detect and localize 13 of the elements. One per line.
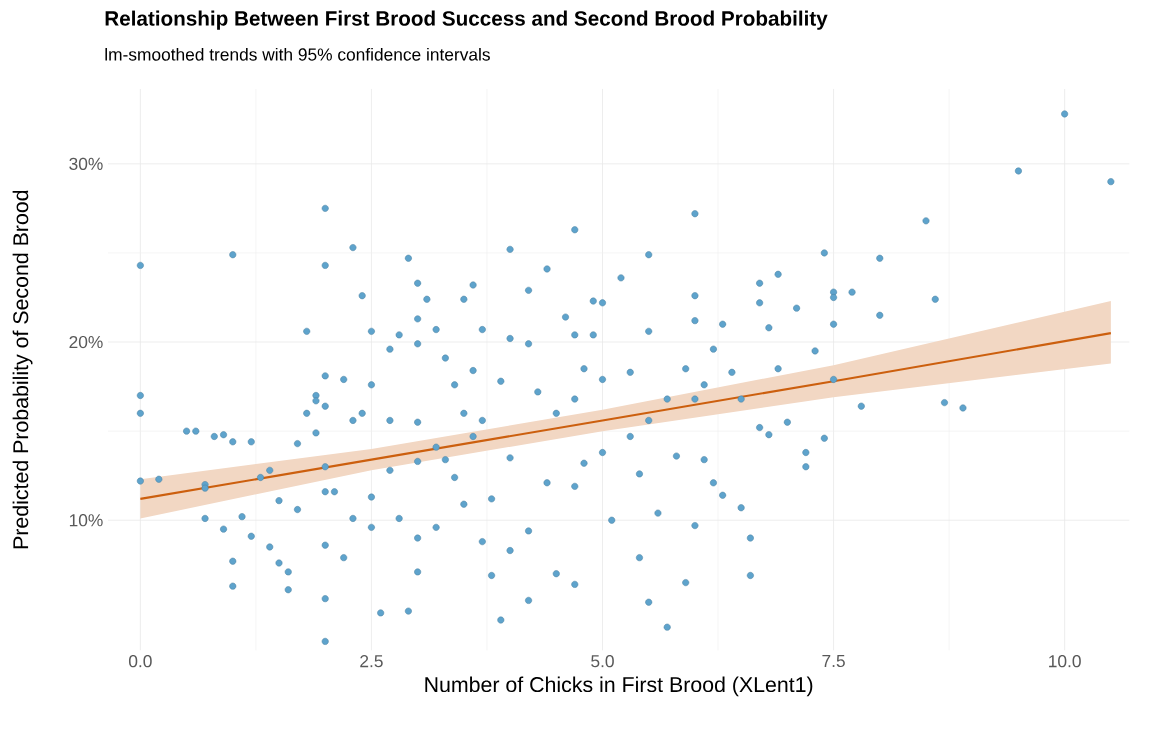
x-axis-title: Number of Chicks in First Brood (XLent1)	[425, 676, 813, 697]
x-tick-label: 7.5	[822, 655, 845, 668]
chart-title: Relationship Between First Brood Success and Second Brood Probability	[105, 10, 828, 30]
y-axis-title: Predicted Probability of Second Brood	[12, 190, 33, 549]
x-tick-label: 5.0	[591, 655, 614, 668]
x-tick-label: 2.5	[360, 655, 383, 668]
x-tick-label: 10.0	[1049, 655, 1081, 668]
chart-subtitle: lm-smoothed trends with 95% confidence intervals	[105, 47, 490, 61]
y-tick-label: 30%	[69, 157, 103, 170]
y-tick-label: 20%	[69, 335, 103, 349]
line-series	[139, 332, 1112, 500]
x-tick-label: 0.0	[128, 655, 152, 668]
y-tick-label: 10%	[69, 514, 103, 527]
